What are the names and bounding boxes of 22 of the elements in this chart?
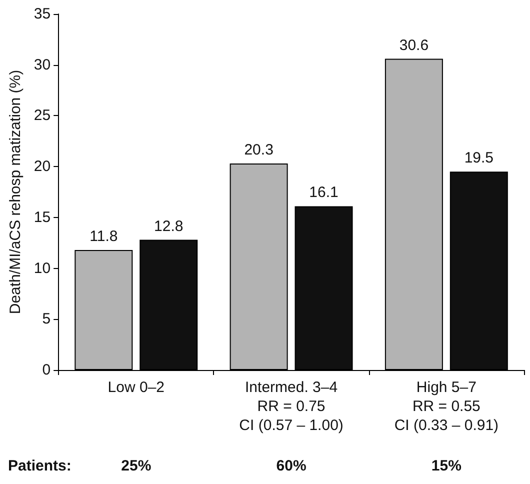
data-label: 20.3 [244,142,274,159]
data-label: 30.6 [399,36,429,54]
y-tick-label: 0 [42,362,51,378]
data-label: 19.5 [464,150,494,167]
data-label: 11.8 [90,228,118,245]
data-label: 16.1 [309,184,338,202]
x-tick-label: Intermed. 3–4 RR = 0.75 CI (0.57 – 1.00) [239,379,344,434]
text: Patients: [8,458,72,474]
y-tick-label: 25 [34,107,51,124]
y-tick-label: 35 [34,6,51,22]
text: 25% [121,458,152,474]
x-tick-label: High 5–7 RR = 0.55 CI (0.33 – 0.91) [394,379,499,434]
x-tick-label: Low 0–2 [108,379,165,396]
y-tick-label: 5 [42,310,51,328]
y-axis-title: Death/MI/aCS rehosp matization (%) [7,70,24,314]
data-label: 12.8 [154,218,184,235]
text: 15% [431,458,462,474]
y-tick-label: 15 [34,208,51,226]
y-tick-label: 30 [34,56,51,74]
y-tick-label: 10 [34,260,51,277]
text: 60% [276,458,306,474]
y-tick-label: 20 [34,158,51,176]
